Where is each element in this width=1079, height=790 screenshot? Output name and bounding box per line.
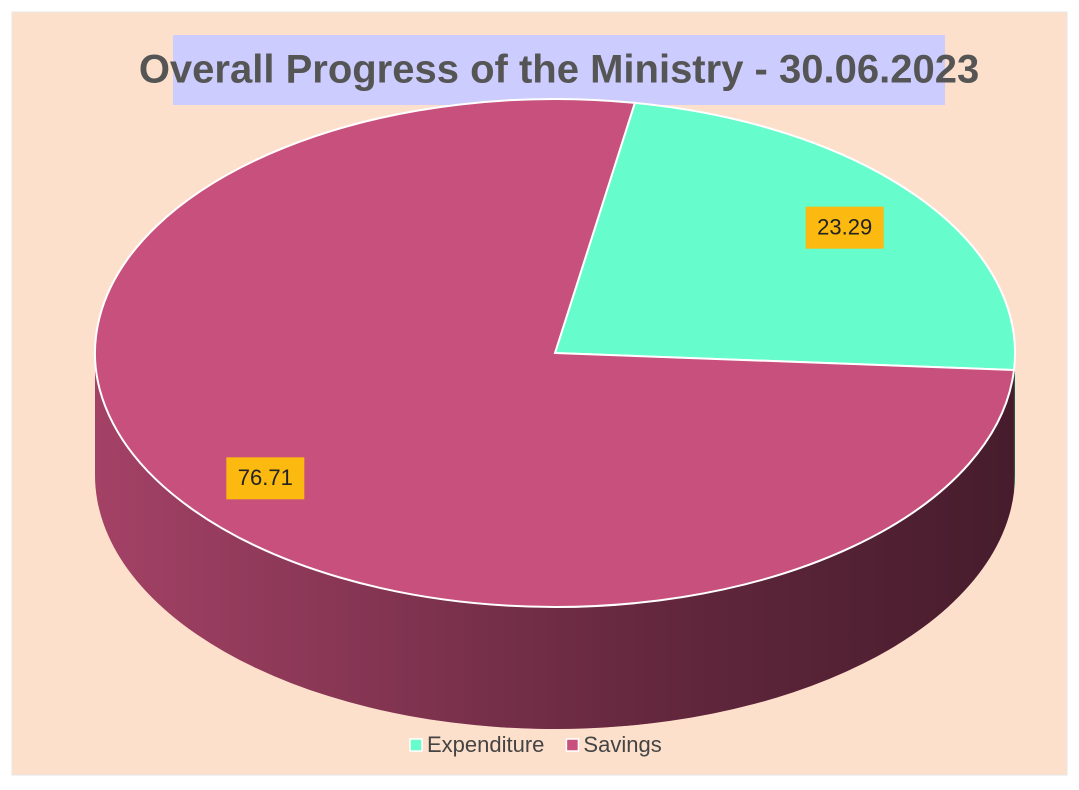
legend: Expenditure Savings bbox=[409, 732, 662, 757]
data-label: 23.29 bbox=[817, 214, 872, 239]
data-label-box bbox=[805, 206, 884, 249]
legend-label: Expenditure bbox=[427, 732, 544, 757]
title-box bbox=[173, 35, 945, 105]
pie: 23.29 76.71 bbox=[94, 98, 1016, 729]
data-label: 76.71 bbox=[238, 465, 293, 490]
legend-marker bbox=[409, 738, 423, 752]
chart-title: Overall Progress of the Ministry - 30.06… bbox=[139, 48, 979, 92]
data-label-box bbox=[226, 457, 305, 500]
pie-slice bbox=[94, 98, 1016, 609]
pie-slice bbox=[553, 101, 1016, 372]
pie-side-shade bbox=[1013, 353, 1015, 493]
pie-side-shade bbox=[95, 353, 1014, 729]
legend-marker bbox=[565, 738, 580, 752]
legend-label: Savings bbox=[583, 732, 661, 757]
